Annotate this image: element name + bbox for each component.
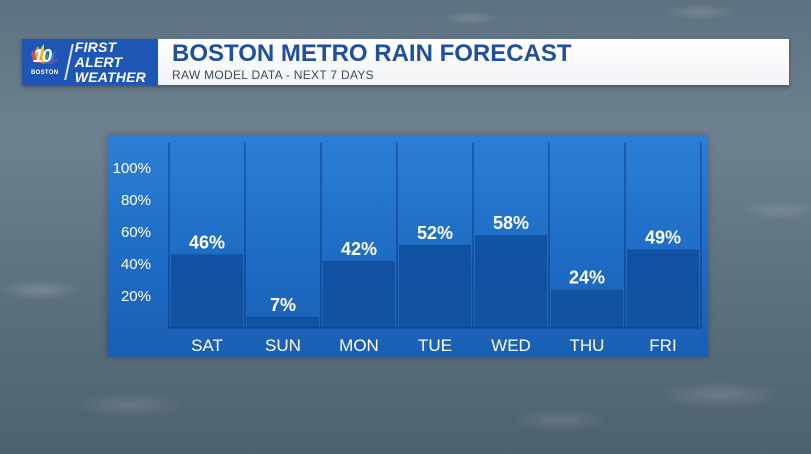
y-tick-label: 20% xyxy=(121,288,151,305)
x-category-label: SUN xyxy=(265,336,301,355)
bar xyxy=(551,289,623,328)
logo-divider xyxy=(64,44,74,80)
bar xyxy=(627,249,699,328)
x-category-label: SAT xyxy=(191,336,223,355)
title-box: BOSTON METRO RAIN FORECAST RAW MODEL DAT… xyxy=(158,39,789,85)
y-tick-label: 60% xyxy=(121,224,151,241)
bar-value-label: 49% xyxy=(645,228,681,248)
y-tick-label: 100% xyxy=(113,160,151,177)
header-banner: 10 BOSTON FIRST ALERT WEATHER BOSTON MET… xyxy=(22,39,789,85)
chart-panel: 20% 40% 60% 80% 100% 46% SAT 7% SUN 42% MON 52% TUE 5… xyxy=(107,135,708,357)
logo-wordmark: FIRST ALERT WEATHER xyxy=(74,38,158,85)
y-tick-label: 40% xyxy=(121,256,151,273)
logo-line-2: WEATHER xyxy=(74,68,146,85)
logo-channel-number: 10 xyxy=(33,46,52,66)
x-category-label: MON xyxy=(339,336,379,355)
bar-value-label: 42% xyxy=(341,239,377,259)
page-title: BOSTON METRO RAIN FORECAST xyxy=(172,40,572,67)
bar-value-label: 58% xyxy=(493,213,529,233)
bar xyxy=(171,254,243,328)
station-logo: 10 BOSTON FIRST ALERT WEATHER xyxy=(22,39,158,85)
logo-line-1: FIRST ALERT xyxy=(74,38,123,70)
bar xyxy=(247,316,319,328)
x-category-label: THU xyxy=(570,336,605,355)
y-tick-label: 80% xyxy=(121,192,151,209)
x-category-label: TUE xyxy=(418,336,452,355)
peacock-logo-icon: 10 BOSTON xyxy=(24,42,64,82)
bar-value-label: 24% xyxy=(569,268,605,288)
bar xyxy=(399,244,471,328)
x-category-label: FRI xyxy=(649,336,676,355)
rain-chance-bar-chart: 20% 40% 60% 80% 100% 46% SAT 7% SUN 42% MON 52% TUE 5… xyxy=(113,143,702,355)
bar xyxy=(475,235,547,328)
page-subtitle: RAW MODEL DATA - NEXT 7 DAYS xyxy=(172,68,374,82)
x-category-label: WED xyxy=(491,336,531,355)
bar xyxy=(323,260,395,328)
bar-value-label: 7% xyxy=(270,295,296,315)
bar-value-label: 52% xyxy=(417,223,453,243)
bar-value-label: 46% xyxy=(189,232,225,252)
logo-city: BOSTON xyxy=(31,70,59,76)
